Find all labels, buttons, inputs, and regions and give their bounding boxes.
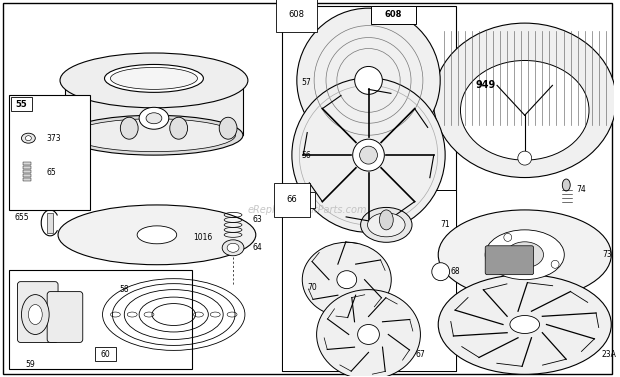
Text: 373: 373 [46,134,61,143]
Bar [9,95,90,210]
Ellipse shape [368,213,405,237]
Polygon shape [65,80,243,135]
Bar [371,6,416,24]
Ellipse shape [433,23,616,178]
Ellipse shape [337,271,356,289]
Bar [24,170,32,173]
Ellipse shape [438,275,611,374]
Text: 71: 71 [441,221,450,229]
Ellipse shape [379,210,393,230]
Ellipse shape [297,8,440,153]
Ellipse shape [361,207,412,242]
FancyBboxPatch shape [485,246,534,275]
Text: 57: 57 [301,78,311,87]
Text: 73: 73 [602,250,611,259]
Text: 55: 55 [16,100,27,109]
Ellipse shape [120,117,138,139]
Text: 58: 58 [119,285,129,294]
Text: 56: 56 [301,151,311,159]
Text: 70: 70 [308,283,317,292]
Ellipse shape [355,66,383,94]
Circle shape [432,263,450,280]
Text: 74: 74 [576,185,586,195]
Circle shape [518,151,532,165]
Text: 1016: 1016 [193,233,213,242]
Text: 63: 63 [253,215,263,224]
Bar [24,174,32,177]
Ellipse shape [60,53,248,108]
Text: 66: 66 [286,195,297,204]
Ellipse shape [139,107,169,129]
Ellipse shape [360,146,378,164]
Circle shape [493,263,501,271]
Text: 64: 64 [253,243,263,252]
FancyBboxPatch shape [47,292,82,342]
Bar [47,213,53,233]
Bar [9,270,192,369]
Circle shape [504,233,511,241]
Ellipse shape [105,64,203,92]
Ellipse shape [22,133,35,143]
Ellipse shape [506,242,544,268]
Text: 608: 608 [384,10,402,19]
Bar [288,192,315,208]
Bar [283,190,456,371]
Ellipse shape [137,226,177,244]
Ellipse shape [146,113,162,124]
Ellipse shape [29,305,42,325]
Ellipse shape [317,290,420,377]
Ellipse shape [58,205,256,265]
Ellipse shape [358,325,379,345]
Text: 59: 59 [25,360,35,369]
Ellipse shape [110,67,197,89]
Ellipse shape [227,243,239,252]
Ellipse shape [73,119,236,152]
Ellipse shape [65,115,243,155]
Text: 608: 608 [288,10,304,19]
Ellipse shape [219,117,237,139]
Bar [24,162,32,165]
Ellipse shape [461,60,589,160]
Ellipse shape [303,242,391,317]
Ellipse shape [438,210,611,300]
Bar [95,348,117,362]
Text: 66: 66 [295,195,307,204]
Text: 68: 68 [451,267,460,276]
Ellipse shape [170,117,188,139]
Ellipse shape [562,179,570,191]
Bar [11,97,32,111]
Text: 60: 60 [100,350,110,359]
FancyBboxPatch shape [17,282,58,342]
Ellipse shape [22,294,49,334]
Ellipse shape [25,136,32,141]
Ellipse shape [353,139,384,171]
Bar [283,6,456,371]
Ellipse shape [222,240,244,256]
Ellipse shape [292,78,445,232]
Ellipse shape [510,316,539,334]
Bar [24,166,32,169]
Bar [24,178,32,181]
Circle shape [551,261,559,268]
Text: 949: 949 [475,80,495,90]
Ellipse shape [71,117,89,139]
Text: 67: 67 [416,350,426,359]
Ellipse shape [485,230,564,280]
Text: 65: 65 [46,167,56,176]
Text: 655: 655 [14,213,29,222]
Text: eReplacementParts.com: eReplacementParts.com [247,205,367,215]
Text: 23A: 23A [602,350,617,359]
